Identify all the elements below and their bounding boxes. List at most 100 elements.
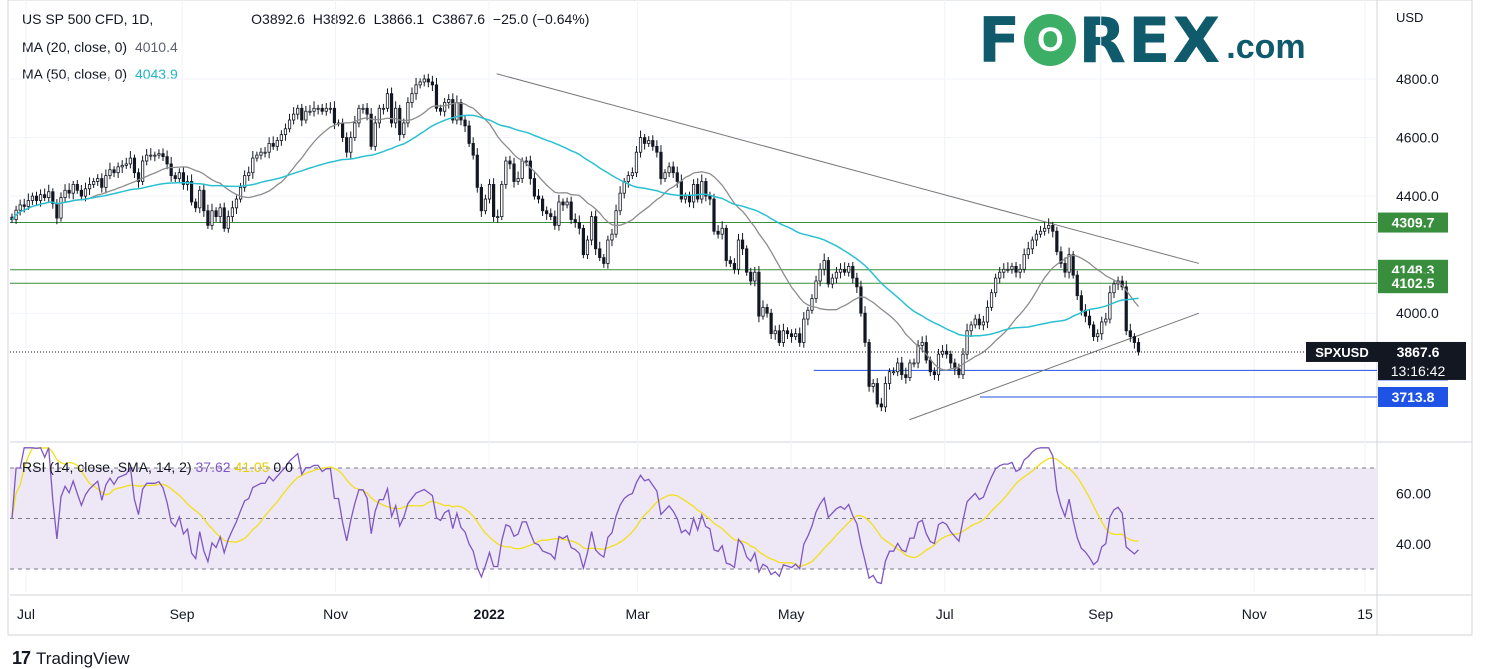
legend-ma50-value: 4043.9 — [134, 66, 178, 82]
candle-body — [226, 216, 230, 229]
candle-body — [287, 119, 292, 130]
candle-body — [1022, 254, 1026, 270]
candle-body — [838, 268, 843, 273]
y-tick-label: 4000.0 — [1396, 305, 1439, 321]
rsi-sma-line — [11, 447, 1139, 567]
candle-body — [471, 143, 475, 156]
candle-body — [524, 160, 528, 163]
candle-body — [124, 163, 128, 166]
candle-body — [414, 84, 418, 95]
candle-body — [116, 166, 120, 174]
rsi-tick-label: 60.00 — [1396, 485, 1431, 501]
candle-body — [504, 160, 508, 185]
candle-body — [528, 160, 532, 179]
candle-body — [569, 201, 573, 220]
candle-body — [373, 122, 377, 147]
candle-body — [210, 210, 214, 226]
candle-body — [161, 153, 165, 158]
candle-body — [55, 203, 59, 219]
candle-body — [826, 260, 830, 285]
candle-body — [108, 169, 112, 177]
candle-body — [165, 156, 169, 165]
candle-body — [173, 175, 177, 179]
candle-body — [573, 219, 577, 223]
logo-coin-icon: O — [1024, 14, 1077, 66]
candle-body — [675, 172, 679, 182]
candle-body — [402, 122, 406, 136]
candle-body — [75, 184, 79, 191]
candle-body — [663, 172, 667, 179]
tradingview-branding[interactable]: 17 TradingView — [12, 648, 130, 669]
candle-body — [883, 383, 888, 408]
candle-body — [761, 306, 765, 317]
candle-body — [916, 345, 920, 364]
candle-body — [985, 306, 990, 323]
candle-body — [238, 186, 243, 200]
candle-body — [1030, 239, 1034, 250]
candle-body — [940, 350, 945, 355]
candle-body — [194, 201, 198, 209]
candle-body — [732, 263, 737, 270]
candle-body — [1043, 227, 1047, 232]
candle-body — [859, 286, 863, 314]
candle-body — [512, 163, 516, 182]
legend-ma20-label: MA (20, close, 0) — [22, 39, 128, 55]
x-tick-label: Jul — [936, 606, 954, 622]
candles — [10, 73, 1141, 413]
candle-body — [255, 154, 259, 159]
y-tick-label: 4800.0 — [1396, 71, 1439, 87]
candle-body — [557, 201, 561, 226]
symbol-tag: SPXUSD — [1306, 341, 1378, 362]
candle-body — [887, 371, 892, 384]
candle-body — [904, 374, 908, 379]
candle-body — [426, 78, 430, 83]
currency-label: USD — [1396, 10, 1424, 25]
candle-body — [532, 178, 537, 197]
candle-body — [855, 277, 859, 288]
candle-body — [418, 81, 422, 86]
candle-body — [998, 271, 1002, 279]
candle-body — [365, 107, 369, 115]
symbol-tag-box — [1306, 341, 1378, 362]
legend-ma20: MA (20, close, 0) 4010.4 — [22, 39, 182, 55]
rsi-sma-value: 41.05 — [234, 459, 270, 475]
candle-body — [202, 189, 206, 212]
candle-body — [989, 292, 994, 308]
candle-body — [1047, 224, 1051, 229]
candle-body — [851, 265, 855, 279]
candle-body — [43, 194, 47, 198]
candle-body — [1100, 321, 1104, 335]
legend-low: L3866.1 — [373, 11, 425, 27]
level-tag-label: 4309.7 — [1392, 215, 1435, 231]
candle-body — [896, 362, 900, 373]
candle-body — [79, 189, 83, 197]
candle-body — [700, 181, 704, 200]
candle-body — [781, 330, 785, 343]
level-tag-resistance: 4309.7 — [1378, 212, 1448, 233]
candle-body — [283, 128, 288, 136]
candle-body — [463, 119, 467, 127]
logo-domain: .com — [1226, 27, 1306, 66]
candle-body — [1096, 333, 1100, 338]
candle-body — [30, 195, 35, 201]
candle-body — [243, 175, 247, 188]
candle-body — [692, 184, 696, 203]
candle-body — [891, 371, 896, 374]
candle-body — [618, 192, 622, 212]
rsi-tick-label: 40.00 — [1396, 536, 1431, 552]
candle-body — [802, 318, 806, 343]
candle-body — [765, 306, 769, 314]
candle-body — [679, 181, 683, 200]
candle-body — [1124, 286, 1128, 332]
candle-body — [928, 359, 932, 373]
candle-body — [406, 102, 410, 124]
candle-body — [1067, 254, 1071, 273]
candle-body — [1063, 263, 1067, 273]
candle-body — [687, 195, 692, 203]
x-tick-label: May — [778, 606, 804, 622]
candle-body — [308, 110, 312, 113]
candle-body — [867, 342, 871, 387]
candle-body — [292, 113, 296, 121]
x-tick-label: Jul — [17, 606, 35, 622]
